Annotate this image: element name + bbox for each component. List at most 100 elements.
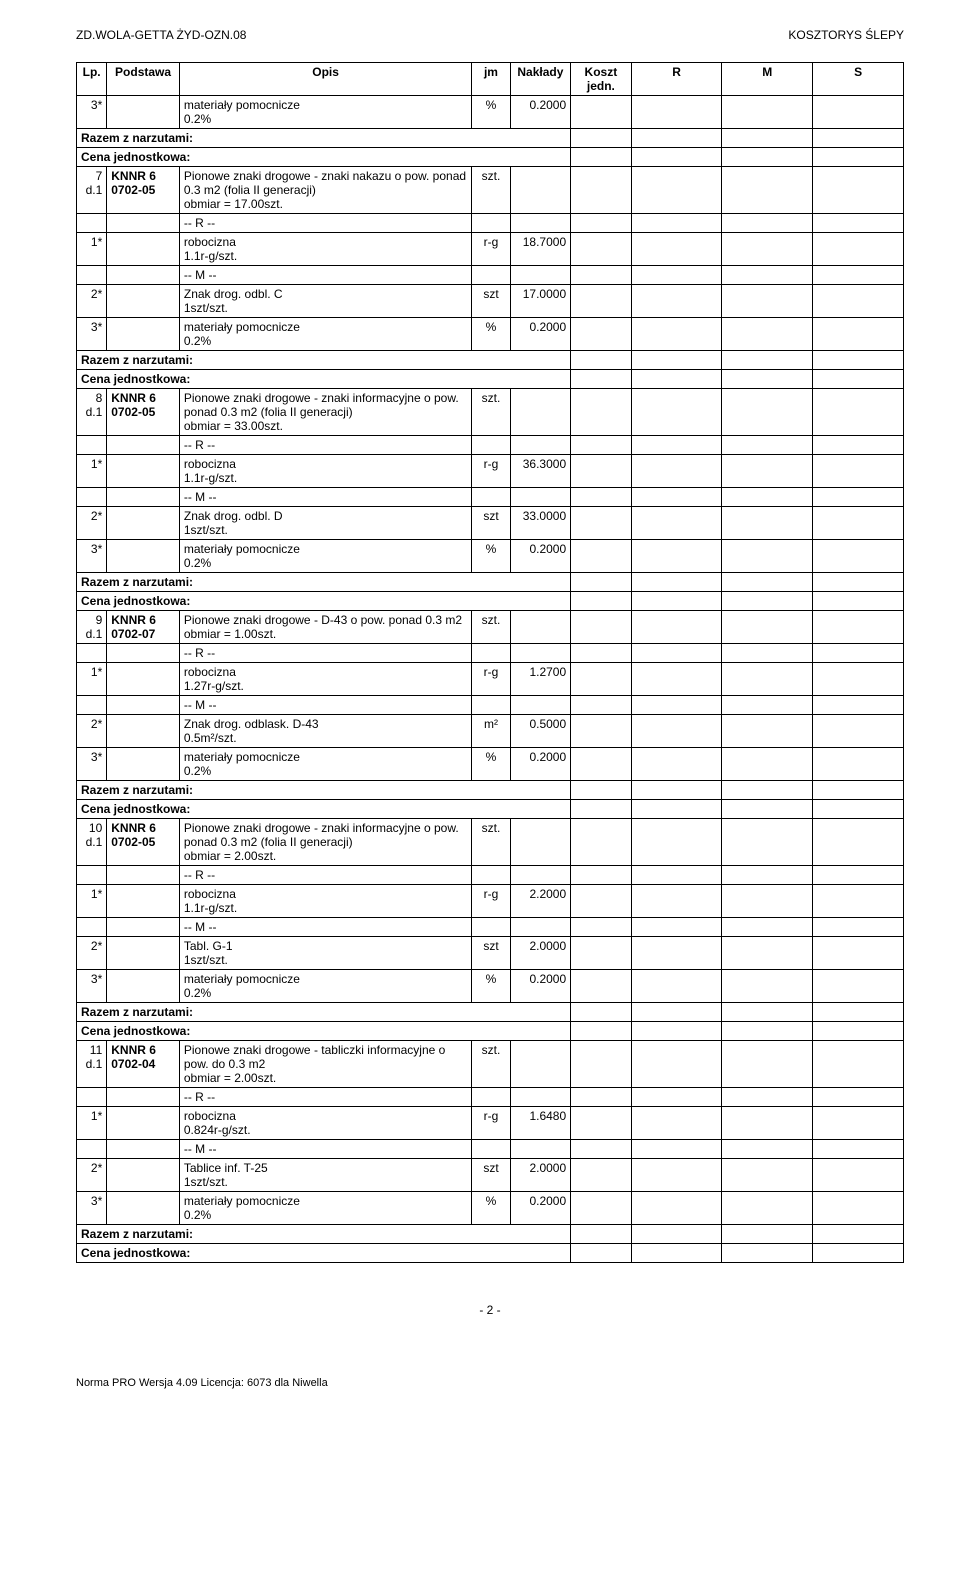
table-row: 3*materiały pomocnicze 0.2%%0.2000	[77, 1192, 904, 1225]
cell: materiały pomocnicze 0.2%	[179, 1192, 471, 1225]
cell	[722, 1225, 813, 1244]
table-row: 2*Znak drog. odbl. C 1szt/szt.szt17.0000	[77, 285, 904, 318]
cell: robocizna 1.27r-g/szt.	[179, 663, 471, 696]
razem-row: Razem z narzutami:	[77, 781, 904, 800]
cell	[631, 436, 722, 455]
cell	[631, 1159, 722, 1192]
cell	[631, 937, 722, 970]
cell	[813, 1107, 904, 1140]
table-row: 3*materiały pomocnicze 0.2%%0.2000	[77, 318, 904, 351]
cell	[722, 436, 813, 455]
cell	[631, 819, 722, 866]
cell: materiały pomocnicze 0.2%	[179, 318, 471, 351]
cell	[813, 866, 904, 885]
cell: Znak drog. odbl. D 1szt/szt.	[179, 507, 471, 540]
cell	[722, 644, 813, 663]
cell: 1*	[77, 1107, 107, 1140]
cell: 2.0000	[510, 937, 571, 970]
cell	[107, 1088, 180, 1107]
cell: KNNR 6 0702-05	[107, 167, 180, 214]
cell	[571, 1107, 632, 1140]
cell	[571, 285, 632, 318]
cell: szt.	[472, 1041, 510, 1088]
cell	[631, 389, 722, 436]
cell	[722, 1192, 813, 1225]
cell	[631, 96, 722, 129]
cell	[813, 1225, 904, 1244]
cell	[472, 214, 510, 233]
table-row: 1*robocizna 1.1r-g/szt.r-g18.7000	[77, 233, 904, 266]
cell	[722, 1022, 813, 1041]
cell	[631, 318, 722, 351]
cell	[571, 1244, 632, 1263]
razem-label: Razem z narzutami:	[77, 573, 571, 592]
cell	[571, 233, 632, 266]
cena-row: Cena jednostkowa:	[77, 592, 904, 611]
cell: 36.3000	[510, 455, 571, 488]
cell: 0.2000	[510, 970, 571, 1003]
razem-row: Razem z narzutami:	[77, 1225, 904, 1244]
table-row: 7 d.1KNNR 6 0702-05Pionowe znaki drogowe…	[77, 167, 904, 214]
table-row: 2*Tablice inf. T-25 1szt/szt.szt2.0000	[77, 1159, 904, 1192]
cena-label: Cena jednostkowa:	[77, 370, 571, 389]
cell	[77, 1088, 107, 1107]
cell: 0.2000	[510, 1192, 571, 1225]
cell	[472, 488, 510, 507]
header-left: ZD.WOLA-GETTA ŻYD-OZN.08	[76, 28, 246, 42]
cell	[722, 748, 813, 781]
cell	[813, 266, 904, 285]
cell	[571, 436, 632, 455]
cell	[813, 819, 904, 866]
cell	[631, 285, 722, 318]
table-row: 1*robocizna 1.1r-g/szt.r-g2.2000	[77, 885, 904, 918]
cell	[722, 96, 813, 129]
cell	[722, 370, 813, 389]
cell: Tablice inf. T-25 1szt/szt.	[179, 1159, 471, 1192]
table-header-row: Lp. Podstawa Opis jm Nakłady Koszt jedn.…	[77, 63, 904, 96]
cell	[631, 488, 722, 507]
cell	[813, 1244, 904, 1263]
cell: robocizna 1.1r-g/szt.	[179, 455, 471, 488]
cell	[571, 1041, 632, 1088]
th-s: S	[813, 63, 904, 96]
cell: -- M --	[179, 696, 471, 715]
table-row: 1*robocizna 1.27r-g/szt.r-g1.2700	[77, 663, 904, 696]
cell: r-g	[472, 885, 510, 918]
cell: 3*	[77, 318, 107, 351]
cell	[813, 540, 904, 573]
cell	[631, 370, 722, 389]
cell: Pionowe znaki drogowe - znaki informacyj…	[179, 819, 471, 866]
cell: KNNR 6 0702-05	[107, 389, 180, 436]
cell: KNNR 6 0702-07	[107, 611, 180, 644]
th-m: M	[722, 63, 813, 96]
cell	[472, 866, 510, 885]
cell	[813, 1159, 904, 1192]
cell	[722, 970, 813, 1003]
cell	[571, 800, 632, 819]
cell	[107, 715, 180, 748]
cell	[107, 318, 180, 351]
cell: 0.2000	[510, 318, 571, 351]
cell: -- M --	[179, 488, 471, 507]
cell	[722, 1088, 813, 1107]
cell	[107, 266, 180, 285]
cell	[631, 781, 722, 800]
cell: 7 d.1	[77, 167, 107, 214]
cell	[510, 866, 571, 885]
cell: 3*	[77, 970, 107, 1003]
cell	[631, 644, 722, 663]
cell	[571, 748, 632, 781]
cell	[107, 96, 180, 129]
cell: 1*	[77, 455, 107, 488]
cell	[631, 1088, 722, 1107]
cell	[722, 715, 813, 748]
cell	[77, 488, 107, 507]
cell	[107, 696, 180, 715]
cell	[631, 1244, 722, 1263]
table-row: 2*Znak drog. odblask. D-43 0.5m²/szt.m²0…	[77, 715, 904, 748]
cell	[631, 663, 722, 696]
cell: %	[472, 96, 510, 129]
cell	[571, 214, 632, 233]
cell: szt	[472, 285, 510, 318]
cell	[571, 970, 632, 1003]
